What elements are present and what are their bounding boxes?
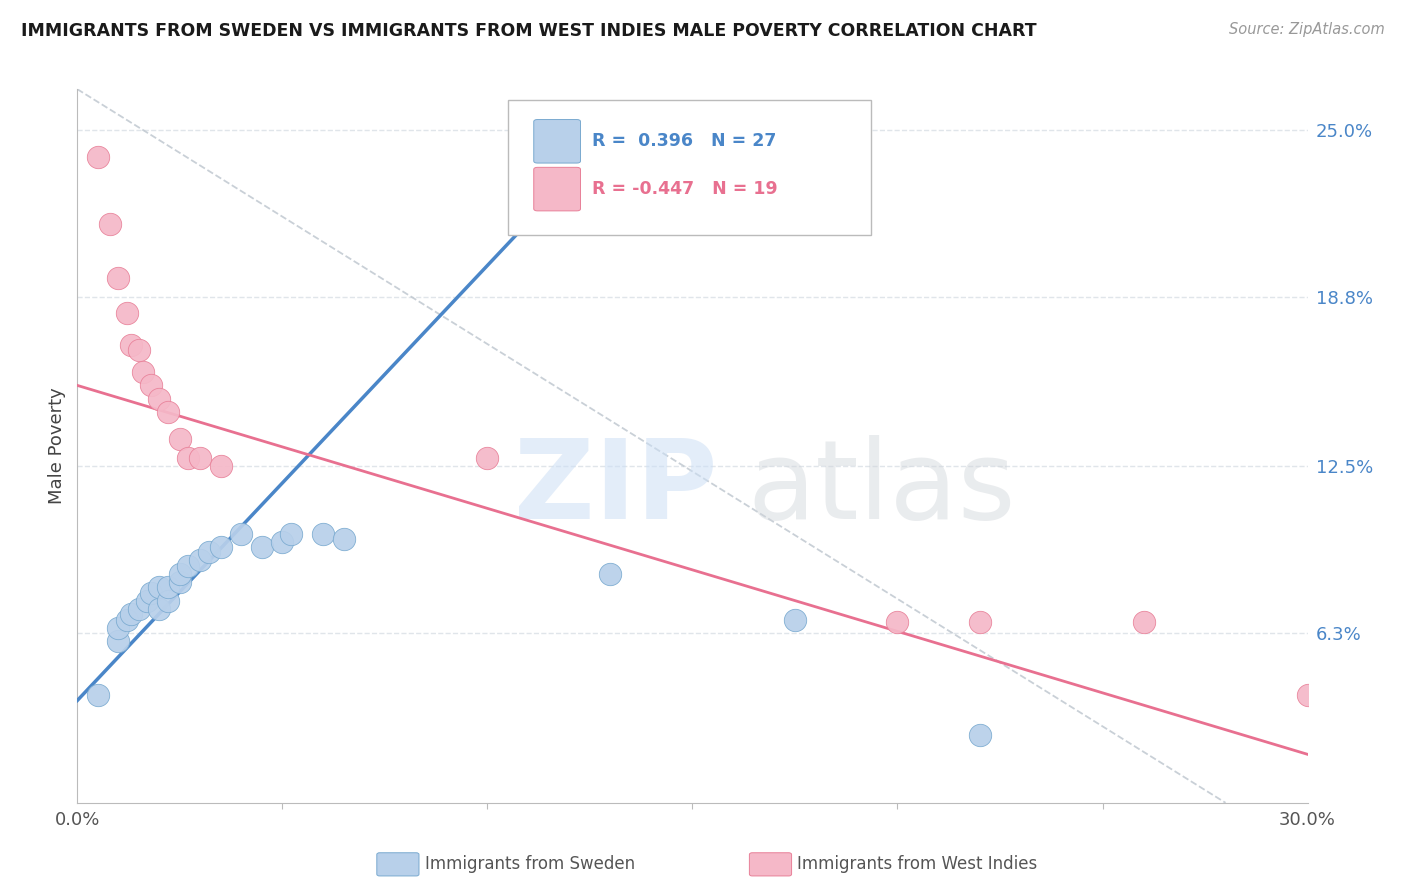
Point — [169, 574, 191, 589]
Point — [107, 270, 129, 285]
Point — [136, 594, 159, 608]
Point — [141, 586, 163, 600]
Text: Source: ZipAtlas.com: Source: ZipAtlas.com — [1229, 22, 1385, 37]
Point — [120, 607, 142, 622]
Point — [128, 343, 150, 358]
Point — [120, 338, 142, 352]
Point — [333, 532, 356, 546]
Point — [107, 634, 129, 648]
FancyBboxPatch shape — [534, 168, 581, 211]
Point — [599, 566, 621, 581]
Point — [141, 378, 163, 392]
Point — [969, 729, 991, 743]
Point — [188, 553, 212, 567]
Text: IMMIGRANTS FROM SWEDEN VS IMMIGRANTS FROM WEST INDIES MALE POVERTY CORRELATION C: IMMIGRANTS FROM SWEDEN VS IMMIGRANTS FRO… — [21, 22, 1036, 40]
Text: R =  0.396   N = 27: R = 0.396 N = 27 — [592, 132, 776, 150]
Point — [115, 306, 138, 320]
Point — [477, 451, 499, 466]
Point — [177, 558, 200, 573]
Point — [886, 615, 908, 630]
Point — [169, 432, 191, 446]
Y-axis label: Male Poverty: Male Poverty — [48, 388, 66, 504]
Point — [197, 545, 219, 559]
Point — [1132, 615, 1154, 630]
Point — [87, 688, 110, 702]
Point — [128, 602, 150, 616]
Text: ZIP: ZIP — [515, 435, 717, 542]
FancyBboxPatch shape — [508, 100, 870, 235]
Point — [98, 217, 121, 231]
Text: Immigrants from Sweden: Immigrants from Sweden — [425, 855, 634, 873]
Point — [148, 602, 170, 616]
Point — [1296, 688, 1319, 702]
Point — [169, 566, 191, 581]
Point — [156, 594, 179, 608]
Point — [107, 621, 129, 635]
Point — [312, 526, 335, 541]
Point — [209, 540, 232, 554]
Point — [209, 459, 232, 474]
Point — [156, 405, 179, 419]
Point — [280, 526, 302, 541]
Text: atlas: atlas — [748, 435, 1017, 542]
Point — [231, 526, 253, 541]
Point — [177, 451, 200, 466]
Text: R = -0.447   N = 19: R = -0.447 N = 19 — [592, 180, 778, 198]
FancyBboxPatch shape — [534, 120, 581, 163]
Point — [148, 580, 170, 594]
Point — [132, 365, 155, 379]
Point — [969, 615, 991, 630]
Point — [271, 534, 294, 549]
Point — [156, 580, 179, 594]
Point — [115, 613, 138, 627]
Point — [188, 451, 212, 466]
Point — [783, 613, 806, 627]
Point — [148, 392, 170, 406]
Text: Immigrants from West Indies: Immigrants from West Indies — [797, 855, 1038, 873]
Point — [250, 540, 273, 554]
Point — [87, 149, 110, 163]
